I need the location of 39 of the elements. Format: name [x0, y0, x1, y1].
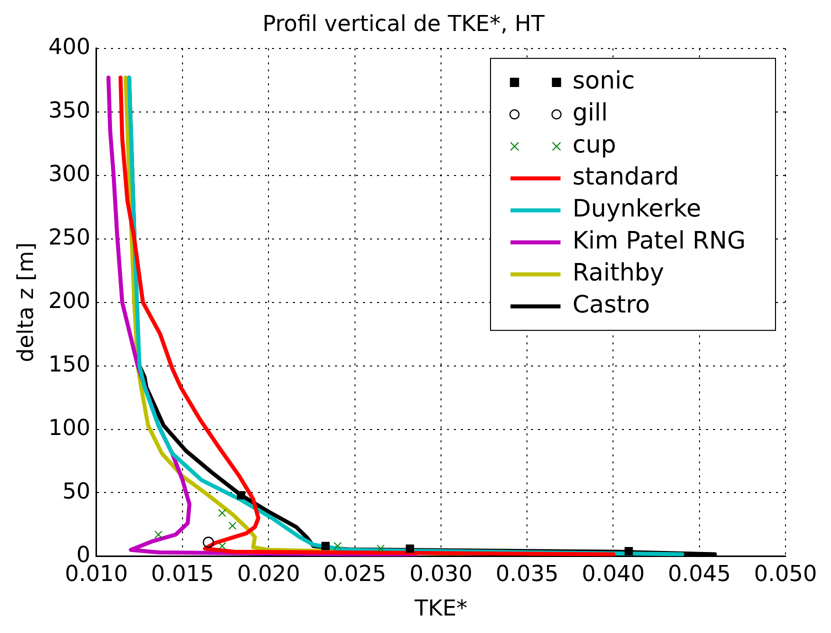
x-tick-label: 0.045 [668, 562, 731, 588]
y-tick-label: 400 [48, 35, 90, 60]
y-axis-title: delta z [m] [14, 242, 39, 362]
legend-label: Raithby [572, 258, 664, 287]
x-tick-label: 0.010 [64, 562, 128, 588]
point [334, 542, 342, 550]
x-tick-label: 0.020 [237, 562, 300, 588]
legend-label: Kim Patel RNG [572, 226, 746, 255]
point [406, 544, 414, 553]
point [321, 542, 330, 550]
point [202, 536, 214, 548]
y-tick-label: 350 [48, 98, 90, 124]
legend-label: gill [572, 98, 608, 127]
point [218, 542, 226, 550]
point [236, 491, 246, 500]
point [154, 530, 162, 539]
x-tick-label: 0.025 [323, 562, 386, 588]
y-tick-label: 200 [48, 289, 90, 314]
point [228, 522, 237, 530]
legend-label: standard [572, 162, 679, 191]
x-axis-title: TKE* [414, 596, 468, 622]
x-tick-label: 0.035 [496, 562, 559, 588]
y-tick-label: 300 [48, 162, 90, 188]
legend-label: Castro [572, 290, 650, 319]
y-tick-label: 50 [62, 479, 90, 504]
x-tick-label: 0.015 [151, 562, 214, 588]
x-tick-label: 0.030 [409, 562, 472, 588]
x-tick-label: 0.050 [754, 562, 817, 588]
x-tick-label: 0.040 [582, 562, 645, 588]
point [376, 544, 385, 553]
point [624, 546, 633, 556]
y-tick-label: 250 [48, 226, 90, 251]
legend-label: Duynkerke [572, 194, 702, 223]
y-tick-label: 150 [48, 352, 90, 378]
point [218, 509, 226, 518]
y-tick-label: 100 [48, 416, 90, 441]
chart-title: Profil vertical de TKE*, HT [262, 12, 546, 37]
legend-label: cup [572, 130, 616, 159]
legend-label: sonic [572, 66, 635, 95]
